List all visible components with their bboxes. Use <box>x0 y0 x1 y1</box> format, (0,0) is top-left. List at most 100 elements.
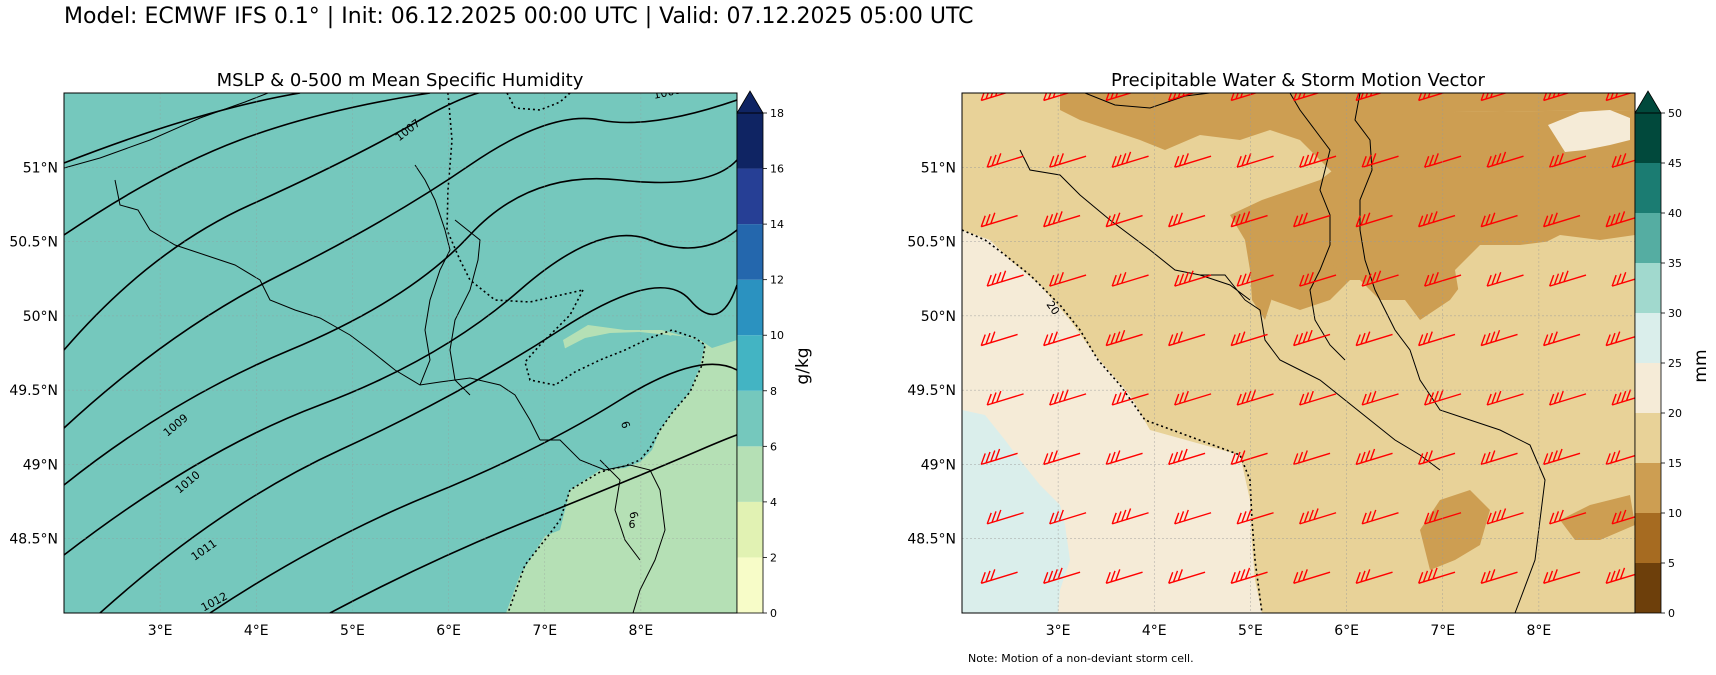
storm-motion-barb <box>1230 450 1268 466</box>
colorbar-tick-label: 10 <box>770 329 784 342</box>
x-tick-label: 7°E <box>532 623 557 639</box>
y-tick-label: 51°N <box>23 160 58 176</box>
storm-motion-barb <box>1168 331 1206 347</box>
colorbar-tick-label: 2 <box>770 551 777 564</box>
colorbar-segment <box>737 113 763 169</box>
storm-motion-barb <box>1424 271 1462 287</box>
x-tick-label: 5°E <box>340 623 365 639</box>
y-tick-label: 49.5°N <box>907 383 956 399</box>
storm-motion-barb <box>1174 509 1212 525</box>
colorbar-segment <box>737 335 763 391</box>
colorbar-tick-label: 0 <box>770 607 777 620</box>
storm-motion-barb <box>1174 390 1212 406</box>
colorbar-tick-label: 35 <box>1668 257 1682 270</box>
storm-motion-barb <box>1105 212 1143 228</box>
colorbar-tick-label: 30 <box>1668 307 1682 320</box>
storm-motion-barb <box>1299 271 1337 287</box>
p1-gridlines <box>64 93 737 613</box>
storm-motion-barb <box>1549 153 1587 168</box>
p2-fill-10-15-centre <box>1250 250 1350 310</box>
storm-motion-barb <box>1486 508 1524 525</box>
x-tick-label: 3°E <box>1046 623 1071 639</box>
colorbar-segment <box>1635 513 1661 563</box>
colorbar-tick-label: 50 <box>1668 107 1682 120</box>
storm-motion-barb <box>1049 153 1087 168</box>
p2-pw20-contour <box>962 229 1263 613</box>
y-tick-label: 48.5°N <box>907 532 956 548</box>
colorbar-segment <box>1635 113 1661 163</box>
colorbar2-label: mm <box>1691 349 1711 382</box>
x-tick-label: 7°E <box>1430 623 1455 639</box>
storm-motion-barb <box>1355 448 1393 466</box>
storm-motion-barb <box>1168 212 1206 228</box>
colorbar-tick-label: 15 <box>1668 457 1682 470</box>
storm-motion-barb <box>1605 331 1635 347</box>
storm-motion-barb <box>1486 390 1524 406</box>
p1-fill-6-8-inlet <box>448 200 583 390</box>
panel1-colorbar: 0 2 4 6 8 10 12 14 16 18 <box>736 90 784 620</box>
p1-isobars <box>64 93 737 613</box>
storm-motion-barb <box>1230 331 1268 347</box>
colorbar-tick-label: 4 <box>770 496 777 509</box>
colorbar-tick-label: 0 <box>1668 607 1675 620</box>
storm-motion-barb <box>1174 153 1212 168</box>
storm-motion-barb <box>1543 448 1581 466</box>
storm-motion-barb <box>1236 389 1274 406</box>
colorbar-segment <box>737 446 763 502</box>
colorbar-tick-label: 12 <box>770 274 784 287</box>
panel2-map: 20 <box>962 93 1635 613</box>
figure-title: Model: ECMWF IFS 0.1° | Init: 06.12.2025… <box>64 4 974 29</box>
storm-motion-barb <box>1424 389 1462 406</box>
colorbar-segment <box>737 279 763 336</box>
y-tick-label: 50°N <box>23 309 58 325</box>
colorbar-tick-label: 14 <box>770 218 784 231</box>
storm-motion-barb <box>1355 569 1393 584</box>
storm-motion-barb <box>986 153 1024 168</box>
y-tick-label: 48.5°N <box>9 532 58 548</box>
colorbar-segment <box>737 557 763 613</box>
storm-motion-barb <box>1611 389 1635 406</box>
colorbar-tick-label: 5 <box>1668 557 1675 570</box>
y-tick-label: 49.5°N <box>9 383 58 399</box>
isobar-label-1008: 1008 <box>652 83 682 102</box>
p2-fill-10-15-se2 <box>1560 495 1635 540</box>
storm-motion-barb <box>1236 271 1274 287</box>
x-tick-label: 3°E <box>148 623 173 639</box>
panel2-xticks: 3°E 4°E 5°E 6°E 7°E 8°E <box>1046 623 1551 639</box>
storm-motion-barb <box>1111 390 1149 406</box>
y-tick-label: 49°N <box>23 457 58 473</box>
storm-motion-barb <box>1168 569 1206 584</box>
colorbar-tick-label: 45 <box>1668 157 1682 170</box>
storm-motion-barb <box>1049 389 1087 406</box>
p1-fill-6-8-north-lobe <box>507 93 560 112</box>
storm-motion-barb <box>1361 509 1399 525</box>
colorbar-segment <box>1635 363 1661 413</box>
panel2-colorbar: 0 5 10 15 20 25 30 35 40 45 50 <box>1634 90 1682 620</box>
panel1-map: 1007 1008 1009 1010 1011 1012 6 6 6 <box>64 83 737 613</box>
storm-motion-barb <box>1293 212 1331 228</box>
colorbar-segment <box>737 224 763 280</box>
storm-motion-barb <box>1111 151 1149 168</box>
storm-motion-barb <box>980 569 1018 584</box>
panel2-yticks: 48.5°N 49°N 49.5°N 50°N 50.5°N 51°N <box>907 160 956 547</box>
storm-motion-barb <box>1293 450 1331 466</box>
storm-motion-barb <box>1105 569 1143 584</box>
x-tick-label: 6°E <box>1334 623 1359 639</box>
colorbar-segment <box>1635 213 1661 263</box>
storm-motion-barb <box>1549 509 1587 525</box>
storm-motion-barb <box>1293 329 1331 347</box>
storm-motion-barb <box>1605 567 1635 584</box>
colorbar-tick-label: 8 <box>770 385 777 398</box>
storm-motion-barb <box>1043 567 1081 584</box>
p2-fill-25-30-far-sw <box>962 410 1070 613</box>
colorbar-frame <box>736 112 764 614</box>
q-label-6c: 6 <box>626 510 640 520</box>
colorbar-segment <box>1635 313 1661 363</box>
x-tick-label: 5°E <box>1238 623 1263 639</box>
storm-motion-barb <box>1355 331 1393 347</box>
storm-motion-barb <box>1293 569 1331 584</box>
storm-motion-barb <box>1486 151 1524 168</box>
storm-motion-barb <box>1480 212 1518 228</box>
storm-motion-barb <box>1480 450 1518 466</box>
y-tick-label: 49°N <box>921 457 956 473</box>
